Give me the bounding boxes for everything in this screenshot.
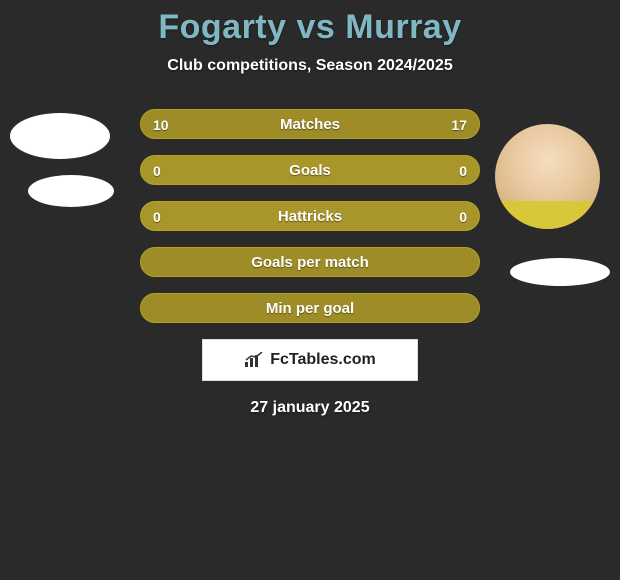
stat-label: Min per goal	[141, 294, 479, 323]
stat-row: Goals per match	[140, 247, 480, 277]
stat-label: Goals	[141, 156, 479, 185]
player-right-pill	[510, 258, 610, 286]
snapshot-date: 27 january 2025	[0, 399, 620, 417]
comparison-card: { "colors": { "background": "#2a2a2a", "…	[0, 0, 620, 580]
stat-row: Min per goal	[140, 293, 480, 323]
stats-list: 10Matches170Goals00Hattricks0Goals per m…	[140, 109, 480, 323]
stat-row: 10Matches17	[140, 109, 480, 139]
stat-value-right: 0	[459, 202, 467, 231]
stat-value-right: 0	[459, 156, 467, 185]
chart-icon	[244, 352, 264, 368]
stat-row: 0Goals0	[140, 155, 480, 185]
player-left-avatar-placeholder	[10, 113, 110, 159]
player-left-pill	[28, 175, 114, 207]
page-subtitle: Club competitions, Season 2024/2025	[0, 57, 620, 75]
stat-label: Hattricks	[141, 202, 479, 231]
player-right-avatar	[495, 124, 600, 229]
source-logo[interactable]: FcTables.com	[202, 339, 418, 381]
stat-label: Matches	[141, 110, 479, 139]
stat-value-right: 17	[451, 110, 467, 139]
page-title: Fogarty vs Murray	[0, 0, 620, 47]
stat-row: 0Hattricks0	[140, 201, 480, 231]
source-logo-text: FcTables.com	[270, 351, 376, 369]
stat-label: Goals per match	[141, 248, 479, 277]
